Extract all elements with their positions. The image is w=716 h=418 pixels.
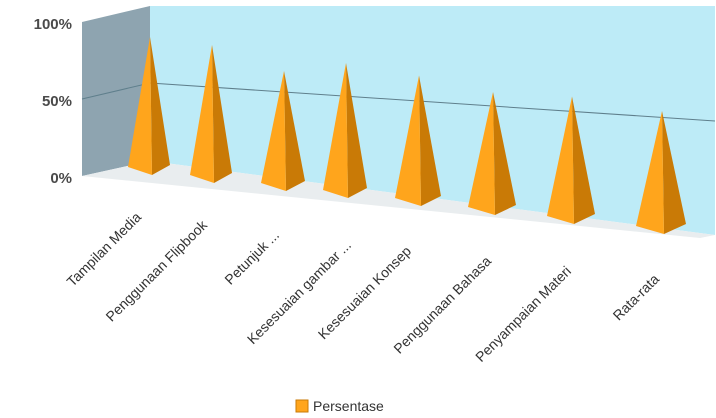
category-label: Rata-rata <box>610 271 663 324</box>
pyramid <box>190 45 232 183</box>
legend-swatch <box>295 399 309 413</box>
pyramid <box>261 71 305 191</box>
legend: Persentase <box>295 398 384 414</box>
pyramid-front-face <box>323 63 348 198</box>
pyramid-side-face <box>662 111 686 234</box>
y-tick-label: 50% <box>42 93 72 110</box>
pyramid-side-face <box>150 37 170 175</box>
pyramid <box>323 63 367 198</box>
pyramid <box>547 96 595 224</box>
pyramid-side-face <box>572 96 595 224</box>
pyramid-side-face <box>284 71 305 191</box>
pyramid-side-face <box>419 75 441 206</box>
pyramid-side-face <box>493 92 516 215</box>
pyramid <box>128 37 170 175</box>
pyramid-side-face <box>346 63 367 198</box>
pyramid-side-face <box>212 45 232 183</box>
y-axis-ticks: 0% 50% 100% <box>34 16 72 187</box>
chart-walls <box>82 6 715 238</box>
legend-label: Persentase <box>313 398 384 414</box>
category-label: Petunjuk ... <box>221 227 282 288</box>
pyramid-front-face <box>636 111 664 234</box>
pyramid-front-face <box>547 96 574 224</box>
category-label: Penyampaian Materi <box>472 263 574 365</box>
pyramid-front-face <box>128 37 152 175</box>
pyramid-series <box>128 37 686 234</box>
pyramid <box>636 111 686 234</box>
category-label: Penggunaan Bahasa <box>390 253 494 357</box>
category-label: Tampilan Media <box>63 209 144 290</box>
pyramid <box>468 92 516 215</box>
pyramid-front-face <box>190 45 214 183</box>
y-tick-label: 0% <box>50 170 72 187</box>
pyramid <box>395 75 441 206</box>
y-tick-label: 100% <box>34 16 72 33</box>
pyramid-front-face <box>261 71 286 191</box>
pyramid-front-face <box>468 92 495 215</box>
pyramid-front-face <box>395 75 421 206</box>
